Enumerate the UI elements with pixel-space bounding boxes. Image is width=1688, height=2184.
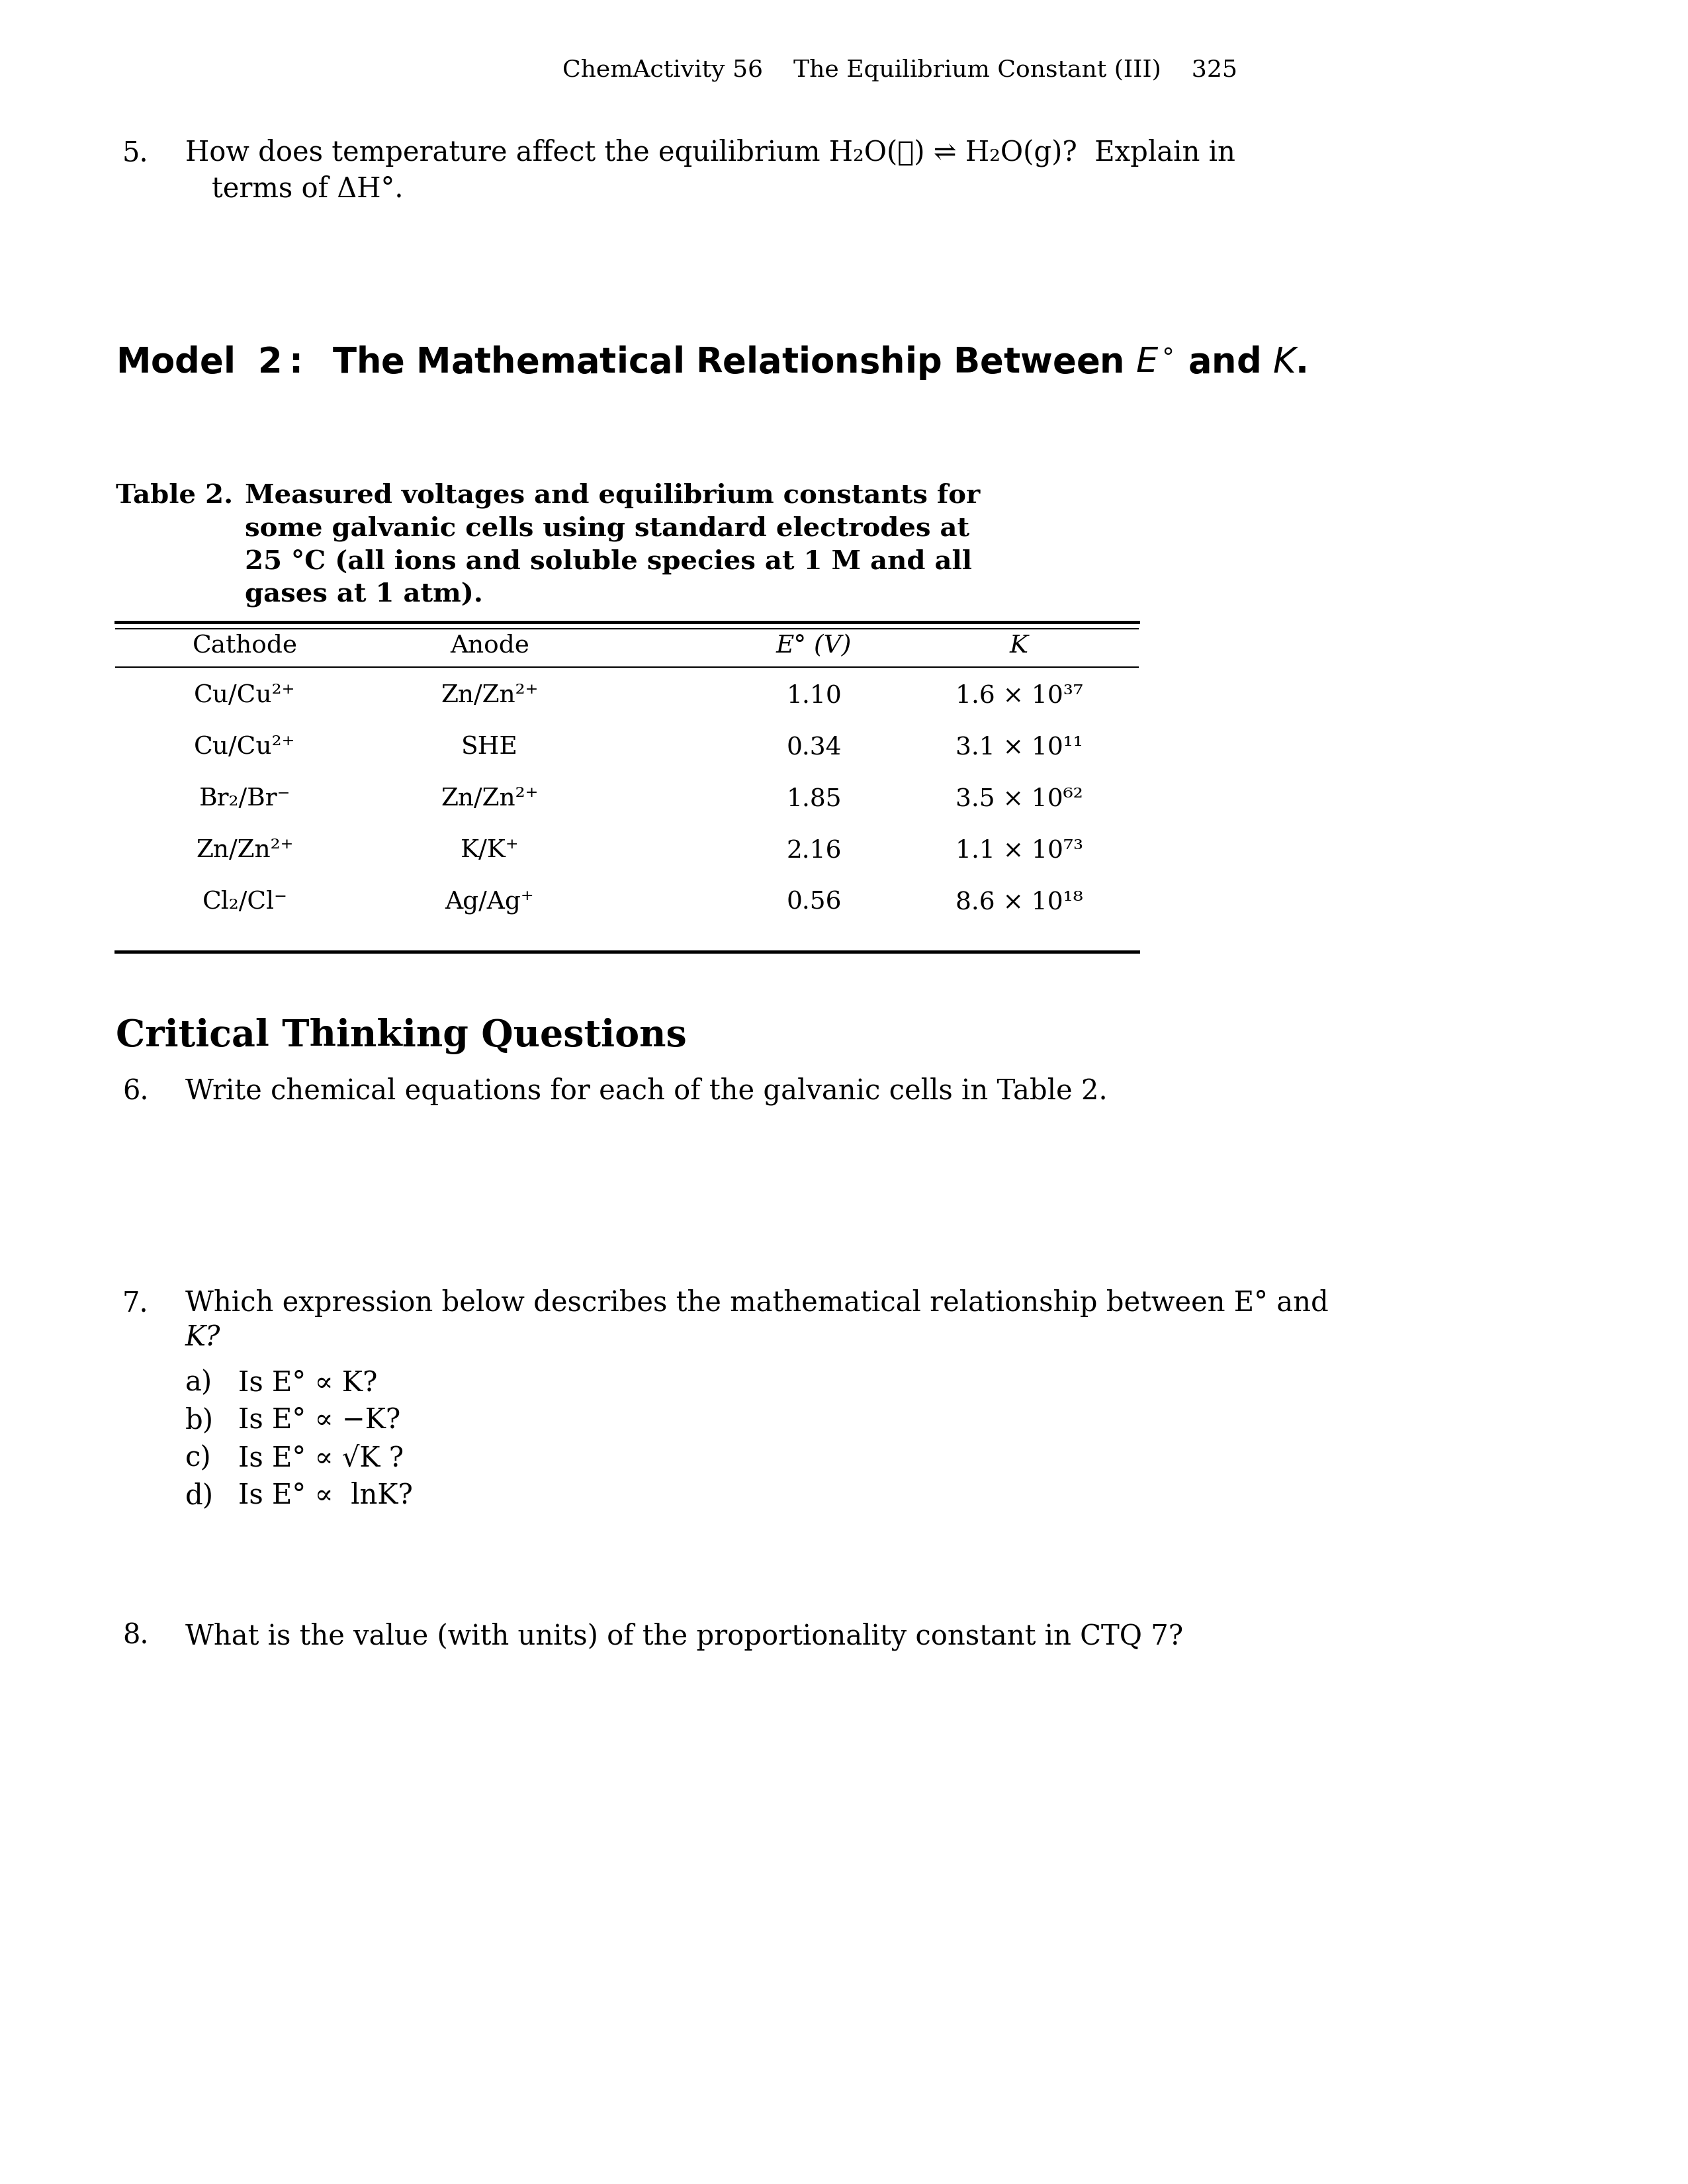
- Text: 8.6 × 10¹⁸: 8.6 × 10¹⁸: [955, 891, 1082, 913]
- Text: gases at 1 atm).: gases at 1 atm).: [245, 583, 483, 607]
- Text: How does temperature affect the equilibrium H₂O(ℓ) ⇌ H₂O(g)?  Explain in: How does temperature affect the equilibr…: [186, 140, 1236, 168]
- Text: 25 °C (all ions and soluble species at 1 M and all: 25 °C (all ions and soluble species at 1…: [245, 550, 972, 574]
- Text: Is E° ∝  lnK?: Is E° ∝ lnK?: [238, 1481, 414, 1509]
- Text: 1.85: 1.85: [787, 786, 842, 810]
- Text: Write chemical equations for each of the galvanic cells in Table 2.: Write chemical equations for each of the…: [186, 1077, 1107, 1105]
- Text: Table 2.: Table 2.: [116, 483, 233, 509]
- Text: 7.: 7.: [123, 1289, 149, 1317]
- Text: Measured voltages and equilibrium constants for: Measured voltages and equilibrium consta…: [245, 483, 981, 509]
- Text: Which expression below describes the mathematical relationship between E° and: Which expression below describes the mat…: [186, 1289, 1328, 1317]
- Text: E° (V): E° (V): [776, 633, 852, 657]
- Text: 0.34: 0.34: [787, 736, 842, 760]
- Text: some galvanic cells using standard electrodes at: some galvanic cells using standard elect…: [245, 515, 969, 542]
- Text: 1.6 × 10³⁷: 1.6 × 10³⁷: [955, 684, 1082, 708]
- Text: K?: K?: [186, 1324, 221, 1352]
- Text: d): d): [186, 1481, 214, 1509]
- Text: Cl₂/Cl⁻: Cl₂/Cl⁻: [203, 891, 287, 913]
- Text: Anode: Anode: [451, 633, 530, 657]
- Text: c): c): [186, 1444, 211, 1472]
- Text: 6.: 6.: [123, 1077, 149, 1105]
- Text: Cu/Cu²⁺: Cu/Cu²⁺: [194, 684, 295, 708]
- Text: ChemActivity 56    The Equilibrium Constant (III)    325: ChemActivity 56 The Equilibrium Constant…: [562, 59, 1237, 81]
- Text: Cu/Cu²⁺: Cu/Cu²⁺: [194, 736, 295, 760]
- Text: 3.1 × 10¹¹: 3.1 × 10¹¹: [955, 736, 1082, 760]
- Text: 3.5 × 10⁶²: 3.5 × 10⁶²: [955, 786, 1082, 810]
- Text: 1.1 × 10⁷³: 1.1 × 10⁷³: [955, 839, 1084, 863]
- Text: 8.: 8.: [123, 1623, 149, 1649]
- Text: Zn/Zn²⁺: Zn/Zn²⁺: [441, 786, 538, 810]
- Text: Zn/Zn²⁺: Zn/Zn²⁺: [441, 684, 538, 708]
- Text: Br₂/Br⁻: Br₂/Br⁻: [199, 786, 290, 810]
- Text: 0.56: 0.56: [787, 891, 842, 913]
- Text: Ag/Ag⁺: Ag/Ag⁺: [446, 891, 533, 913]
- Text: Cathode: Cathode: [192, 633, 297, 657]
- Text: 2.16: 2.16: [787, 839, 842, 863]
- Text: K/K⁺: K/K⁺: [461, 839, 518, 863]
- Text: $\mathbf{Model\ \ 2:\ \ The\ Mathematical\ Relationship\ Between\ }\mathit{E}^{\: $\mathbf{Model\ \ 2:\ \ The\ Mathematica…: [116, 345, 1307, 382]
- Text: Critical Thinking Questions: Critical Thinking Questions: [116, 1018, 687, 1055]
- Text: b): b): [186, 1406, 214, 1435]
- Text: What is the value (with units) of the proportionality constant in CTQ 7?: What is the value (with units) of the pr…: [186, 1623, 1183, 1651]
- Text: Is E° ∝ √K ?: Is E° ∝ √K ?: [238, 1444, 403, 1472]
- Text: Zn/Zn²⁺: Zn/Zn²⁺: [196, 839, 294, 863]
- Text: a): a): [186, 1369, 213, 1396]
- Text: Is E° ∝ −K?: Is E° ∝ −K?: [238, 1406, 400, 1435]
- Text: K: K: [1009, 633, 1028, 657]
- Text: 5.: 5.: [123, 140, 149, 166]
- Text: Is E° ∝ K?: Is E° ∝ K?: [238, 1369, 378, 1396]
- Text: SHE: SHE: [461, 736, 518, 760]
- Text: 1.10: 1.10: [787, 684, 842, 708]
- Text: terms of ΔH°.: terms of ΔH°.: [211, 175, 403, 203]
